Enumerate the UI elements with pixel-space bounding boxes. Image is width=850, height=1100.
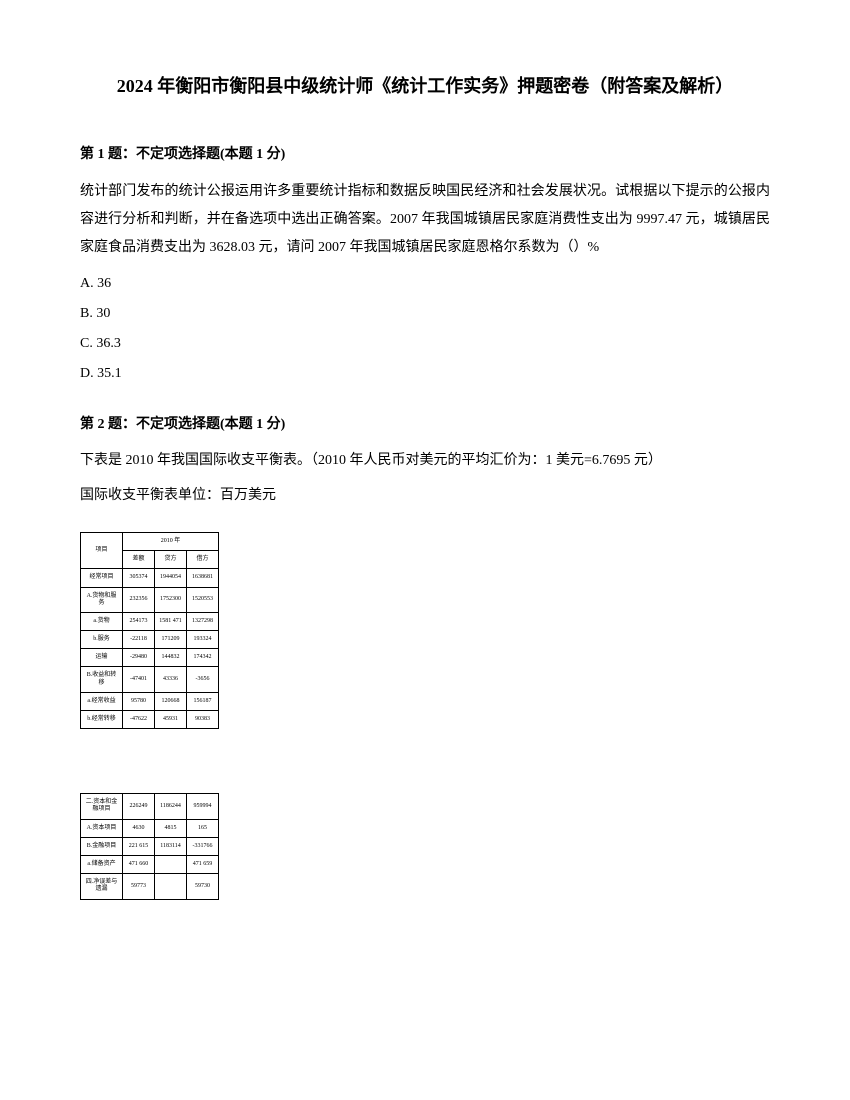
cell-value: -331766 [187,837,219,855]
cell-value: 59773 [123,874,155,899]
q2-body-1: 下表是 2010 年我国国际收支平衡表。（2010 年人民币对美元的平均汇价为：… [80,447,770,475]
q1-header: 第 1 题：不定项选择题(本题 1 分) [80,142,770,167]
cell-value: 165 [187,819,219,837]
cell-value: 171209 [155,631,187,649]
cell-value: 1638681 [187,569,219,587]
cell-value: -3656 [187,667,219,692]
cell-label: b.经常转移 [81,711,123,729]
cell-value: 90383 [187,711,219,729]
cell-value: 193324 [187,631,219,649]
table-row: b.经常转移 -47622 45931 90383 [81,711,219,729]
cell-value: 156187 [187,692,219,710]
table-header-year: 2010 年 [123,532,219,550]
cell-label: b.服务 [81,631,123,649]
table-row: A.货物和服务 232356 1752300 1520553 [81,587,219,612]
q1-body: 统计部门发布的统计公报运用许多重要统计指标和数据反映国民经济和社会发展状况。试根… [80,178,770,262]
table-row: a.经常收益 95780 120668 156187 [81,692,219,710]
cell-value: 471 659 [187,855,219,873]
cell-label: B.收益和转移 [81,667,123,692]
cell-value: 1752300 [155,587,187,612]
cell-value: 305374 [123,569,155,587]
cell-label: 四.净误差与遗漏 [81,874,123,899]
table-row: 二.资本和金融项目 226249 1186244 959994 [81,794,219,819]
cell-label: a.货物 [81,612,123,630]
table-header-diff: 差额 [123,551,155,569]
table-header-item: 项目 [81,532,123,568]
q1-option-a: A. 36 [80,270,770,298]
q1-option-b: B. 30 [80,300,770,328]
table-header-credit: 贷方 [155,551,187,569]
cell-value: 226249 [123,794,155,819]
cell-value: 144832 [155,649,187,667]
table-header-debit: 借方 [187,551,219,569]
table-row: 经常项目 305374 1944054 1638681 [81,569,219,587]
cell-label: A.货物和服务 [81,587,123,612]
table-row: b.服务 -22118 171209 193324 [81,631,219,649]
table-row: 四.净误差与遗漏 59773 59730 [81,874,219,899]
cell-value: -29480 [123,649,155,667]
cell-value: 43336 [155,667,187,692]
table-row: B.金融项目 221 615 1183114 -331766 [81,837,219,855]
cell-value: 471 660 [123,855,155,873]
cell-label: a.储备资产 [81,855,123,873]
cell-value: 174342 [187,649,219,667]
cell-label: 运输 [81,649,123,667]
cell-label: 经常项目 [81,569,123,587]
cell-value: 1327298 [187,612,219,630]
cell-value: 1520553 [187,587,219,612]
q2-body-2: 国际收支平衡表单位：百万美元 [80,483,770,508]
q1-option-c: C. 36.3 [80,330,770,358]
table-row: 项目 2010 年 [81,532,219,550]
table-row: 运输 -29480 144832 174342 [81,649,219,667]
cell-value: 221 615 [123,837,155,855]
q1-option-d: D. 35.1 [80,360,770,388]
cell-value: 959994 [187,794,219,819]
q2-header: 第 2 题：不定项选择题(本题 1 分) [80,412,770,437]
cell-value: 59730 [187,874,219,899]
balance-table-1: 项目 2010 年 差额 贷方 借方 经常项目 305374 1944054 1… [80,532,219,729]
cell-value: -22118 [123,631,155,649]
cell-value: 1186244 [155,794,187,819]
question-1: 第 1 题：不定项选择题(本题 1 分) 统计部门发布的统计公报运用许多重要统计… [80,142,770,387]
cell-label: 二.资本和金融项目 [81,794,123,819]
cell-value: 4815 [155,819,187,837]
cell-value: 1183114 [155,837,187,855]
cell-value: 254173 [123,612,155,630]
cell-value: 120668 [155,692,187,710]
table-row: A.资本项目 4630 4815 165 [81,819,219,837]
table-row: a.货物 254173 1581 471 1327298 [81,612,219,630]
cell-value: -47622 [123,711,155,729]
cell-value: 45931 [155,711,187,729]
cell-label: A.资本项目 [81,819,123,837]
cell-value [155,874,187,899]
table-row: a.储备资产 471 660 471 659 [81,855,219,873]
cell-value: 95780 [123,692,155,710]
cell-value: 4630 [123,819,155,837]
cell-label: a.经常收益 [81,692,123,710]
table-row: B.收益和转移 -47401 43336 -3656 [81,667,219,692]
question-2: 第 2 题：不定项选择题(本题 1 分) 下表是 2010 年我国国际收支平衡表… [80,412,770,508]
cell-value: -47401 [123,667,155,692]
cell-value [155,855,187,873]
cell-value: 232356 [123,587,155,612]
cell-value: 1944054 [155,569,187,587]
page-title: 2024 年衡阳市衡阳县中级统计师《统计工作实务》押题密卷（附答案及解析） [80,70,770,102]
cell-value: 1581 471 [155,612,187,630]
balance-table-2: 二.资本和金融项目 226249 1186244 959994 A.资本项目 4… [80,793,219,899]
cell-label: B.金融项目 [81,837,123,855]
